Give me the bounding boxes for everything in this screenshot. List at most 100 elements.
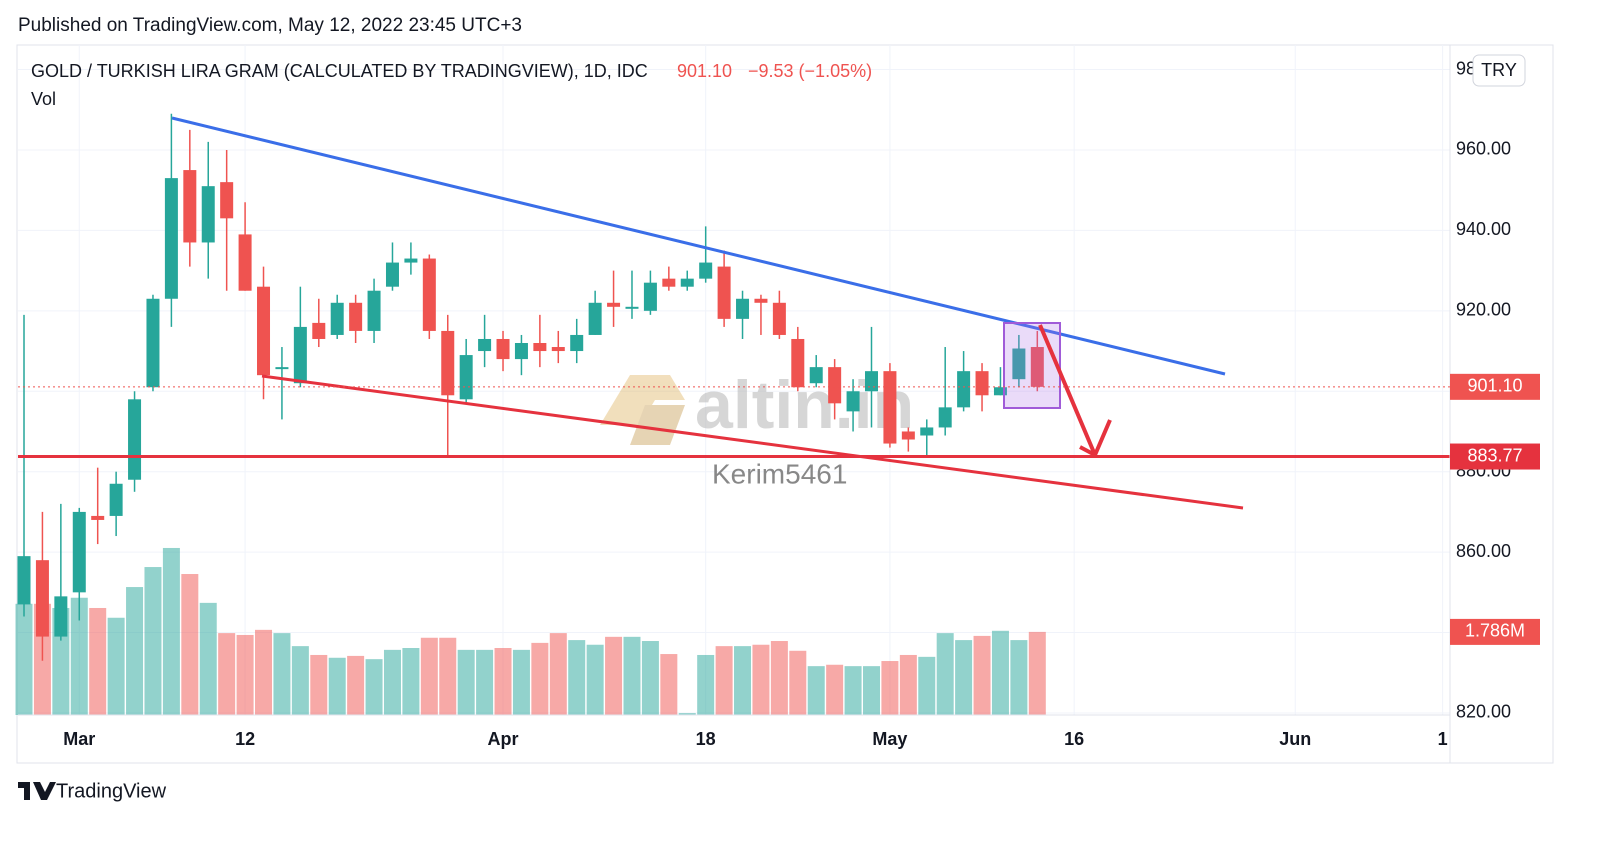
candle-body [938,407,952,428]
volume-bar [1028,631,1046,715]
candle-body [293,326,307,384]
level-label: 883.77 [1467,445,1522,465]
volume-bar [826,664,844,715]
level-badge [1450,443,1540,470]
volume-bar [494,648,512,715]
volume-bar [236,634,254,715]
volume-bar [899,654,917,715]
x-tick-label: Mar [63,729,95,749]
volume-bar [15,603,33,715]
candle-body [496,338,510,360]
highlight-box [1003,322,1061,409]
candle-body [275,367,289,370]
candle-body [846,391,860,412]
y-tick-label: 860.00 [1456,541,1511,561]
volume-bar [476,649,494,715]
candle-body [754,298,768,303]
y-tick-label: 920.00 [1456,300,1511,320]
candle-body [809,367,823,384]
candle-body [607,302,621,307]
y-tick-label: 940.00 [1456,219,1511,239]
volume-label: 1.786M [1465,621,1525,641]
volume-bar [789,650,807,715]
volume-bar [310,654,328,715]
candles [17,113,1044,661]
candle-body [662,278,676,287]
volume-bar [383,649,401,715]
candle-body [1012,348,1026,380]
volume-bar [881,661,899,715]
x-tick-label: Jun [1279,729,1311,749]
candle-body [699,262,713,279]
volume-bar [328,657,346,715]
volume-bar [531,642,549,715]
candle-body [349,302,363,331]
x-tick-label: 1 [1438,729,1448,749]
volume-bar [586,644,604,715]
candle-body [864,371,878,392]
volume-bar [365,659,383,715]
candle-body [901,431,915,440]
volume-bar [991,630,1009,715]
candle-body [717,266,731,319]
x-tick-label: Apr [488,729,519,749]
candle-body [920,427,934,436]
volume-bar [955,640,973,715]
volume-bar [973,635,991,715]
header-change: −9.53 (−1.05%) [748,61,872,81]
volume-title: Vol [31,89,56,109]
volume-bar [862,666,880,715]
volume-bar [734,646,752,715]
brand-logo [18,782,56,800]
candle-body [422,258,436,331]
candle-body [404,258,418,263]
candle-body [220,182,234,219]
candle-body [993,387,1007,396]
down-arrow [1038,324,1112,458]
volume-bar [678,713,696,715]
candle-body [330,302,344,335]
candle-body [975,371,989,396]
volume-bar [162,547,180,715]
candle-body [625,306,639,309]
volume-bar [255,629,273,715]
volume-bar [697,654,715,715]
volume-bar [660,654,678,715]
published: Published on TradingView.com, May 12, 20… [18,15,522,36]
candle-body [238,234,252,291]
drawings [18,116,1450,510]
volume-bar [457,649,475,715]
candle-body [680,278,694,287]
axes: 820.00840.00860.00880.00900.00920.00940.… [18,45,1540,763]
x-tick-label: 12 [235,729,255,749]
candle-body [478,338,492,352]
volume-bar [107,617,125,715]
candle-body [791,338,805,388]
volume-bar [181,574,199,715]
candle-body [91,515,105,520]
currency-button[interactable] [1472,54,1526,87]
currency[interactable]: TRY [1481,60,1517,80]
volume-badge [1450,618,1540,645]
candle-body [772,302,786,335]
last-price-badge [1450,373,1540,400]
candle-body [312,322,326,339]
volume-bar [918,656,936,715]
author: Kerim5461 [712,458,847,489]
candle-body [164,178,178,299]
candle-body [828,367,842,404]
candle-body [883,371,897,444]
volume-bar [623,636,641,715]
candle-body [514,343,528,360]
y-tick-label: 820.00 [1456,702,1511,722]
brand: TradingView [56,780,167,802]
volume-bar [70,597,88,715]
candle-body [1030,347,1044,387]
volume-bar [144,567,162,715]
volume-bar [807,666,825,715]
candle-body [551,347,565,352]
volume-bar [273,633,291,715]
candle-body [128,399,142,480]
volume-bar [568,640,586,715]
